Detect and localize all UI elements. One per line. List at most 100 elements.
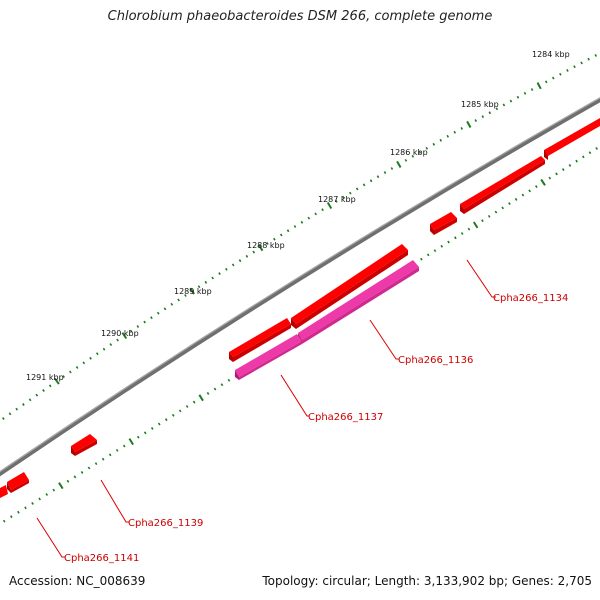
- outer-minor-tick: [22, 403, 25, 406]
- inner-minor-tick: [454, 236, 457, 240]
- outer-minor-tick: [293, 225, 297, 228]
- inner-minor-tick: [94, 462, 98, 466]
- inner-minor-tick: [467, 227, 471, 231]
- outer-minor-tick: [300, 220, 304, 224]
- inner-minor-tick: [115, 448, 119, 452]
- outer-minor-tick: [82, 361, 86, 365]
- outer-minor-tick: [551, 76, 555, 80]
- outer-minor-tick: [474, 119, 478, 122]
- inner-minor-tick: [45, 493, 49, 496]
- outer-minor-tick: [544, 80, 548, 84]
- outer-minor-tick: [2, 417, 5, 420]
- outer-minor-tick: [273, 237, 276, 241]
- outer-minor-tick: [355, 187, 359, 191]
- inner-minor-tick: [24, 506, 27, 510]
- genome-backbone: [0, 97, 600, 477]
- outer-minor-tick: [136, 325, 140, 329]
- inner-minor-tick: [87, 466, 91, 470]
- outer-major-tick: [189, 287, 195, 295]
- inner-major-tick: [472, 221, 479, 229]
- outer-minor-tick: [42, 389, 45, 392]
- inner-minor-tick: [514, 197, 518, 201]
- inner-minor-tick: [555, 172, 558, 176]
- gene-label-cpha266-1141[interactable]: Cpha266_1141: [64, 553, 139, 564]
- inner-minor-tick: [171, 413, 175, 417]
- outer-minor-tick: [580, 61, 583, 65]
- outer-minor-tick: [369, 179, 373, 183]
- outer-minor-tick: [95, 352, 99, 356]
- scale-label-1289: 1289 kbp: [174, 287, 212, 296]
- scale-label-1290: 1290 kbp: [101, 329, 139, 338]
- gene-arrow-cpha266-1134-b[interactable]: [430, 212, 457, 235]
- outer-minor-tick: [559, 72, 562, 76]
- scale-label-1287: 1287 kbp: [318, 195, 356, 204]
- outer-minor-tick: [453, 130, 457, 134]
- inner-minor-tick: [185, 405, 189, 408]
- outer-minor-tick: [439, 138, 443, 142]
- inner-minor-tick: [481, 219, 484, 223]
- outer-major-tick: [466, 120, 472, 128]
- outer-minor-tick: [225, 267, 228, 271]
- outer-minor-tick: [8, 412, 12, 416]
- outer-minor-tick: [530, 88, 534, 91]
- outer-minor-tick: [376, 175, 380, 179]
- outer-minor-tick: [411, 154, 415, 158]
- inner-minor-tick: [440, 244, 444, 248]
- outer-tick-track: [2, 54, 598, 420]
- outer-minor-tick: [404, 158, 408, 162]
- outer-minor-tick: [349, 191, 352, 195]
- outer-minor-tick: [279, 233, 283, 237]
- outer-minor-tick: [69, 370, 72, 374]
- gene-arrow-left-edge[interactable]: [0, 485, 8, 498]
- outer-minor-tick: [342, 195, 345, 199]
- inner-minor-tick: [528, 189, 531, 193]
- outer-minor-tick: [170, 302, 174, 306]
- inner-minor-tick: [494, 210, 498, 214]
- gene-arrow-cpha266-1137-upper[interactable]: [229, 318, 291, 362]
- inner-minor-tick: [227, 378, 231, 382]
- gene-arrow-far-right[interactable]: [544, 118, 600, 160]
- outer-minor-tick: [509, 99, 513, 103]
- genome-backbone-highlight: [0, 97, 600, 473]
- outer-minor-tick: [252, 250, 256, 254]
- gene-arrow-cpha266-1141[interactable]: [7, 472, 29, 493]
- outer-minor-tick: [495, 107, 499, 111]
- inner-minor-tick: [192, 400, 196, 404]
- inner-minor-tick: [575, 159, 578, 163]
- inner-minor-tick: [426, 253, 430, 257]
- inner-minor-tick: [101, 457, 105, 461]
- outer-minor-tick: [266, 242, 269, 245]
- gene-arrow-cpha266-1139[interactable]: [71, 434, 97, 456]
- outer-major-tick: [396, 160, 402, 168]
- outer-minor-tick: [523, 91, 527, 95]
- outer-minor-tick: [177, 298, 180, 302]
- gene-label-cpha266-1134[interactable]: Cpha266_1134: [493, 293, 568, 304]
- inner-major-tick: [198, 394, 204, 402]
- gene-label-cpha266-1137[interactable]: Cpha266_1137: [308, 412, 383, 423]
- inner-minor-tick: [501, 206, 504, 210]
- outer-minor-tick: [481, 115, 485, 119]
- inner-major-tick: [540, 178, 546, 186]
- outer-minor-tick: [116, 338, 119, 342]
- outer-minor-tick: [516, 95, 520, 99]
- inner-major-tick: [58, 482, 64, 490]
- gene-label-cpha266-1139[interactable]: Cpha266_1139: [128, 518, 203, 529]
- gene-label-cpha266-1136[interactable]: Cpha266_1136: [398, 355, 473, 366]
- outer-minor-tick: [502, 103, 506, 107]
- gene-arrow-cpha266-1136-upper[interactable]: [291, 244, 408, 329]
- scale-label-1285: 1285 kbp: [461, 100, 499, 109]
- outer-major-tick: [326, 201, 333, 210]
- outer-minor-tick: [362, 183, 366, 187]
- gene-highlight-cpha266-1137[interactable]: [235, 334, 302, 380]
- outer-minor-tick: [48, 384, 52, 388]
- outer-minor-tick: [321, 208, 324, 212]
- inner-minor-tick: [73, 475, 77, 479]
- inner-minor-tick: [143, 431, 147, 435]
- outer-minor-tick: [218, 272, 221, 276]
- outer-minor-tick: [129, 329, 133, 333]
- inner-minor-tick: [420, 257, 423, 261]
- inner-minor-tick: [535, 185, 538, 189]
- inner-minor-tick: [150, 426, 154, 430]
- gene-arrow-cpha266-1134-a[interactable]: [460, 156, 545, 214]
